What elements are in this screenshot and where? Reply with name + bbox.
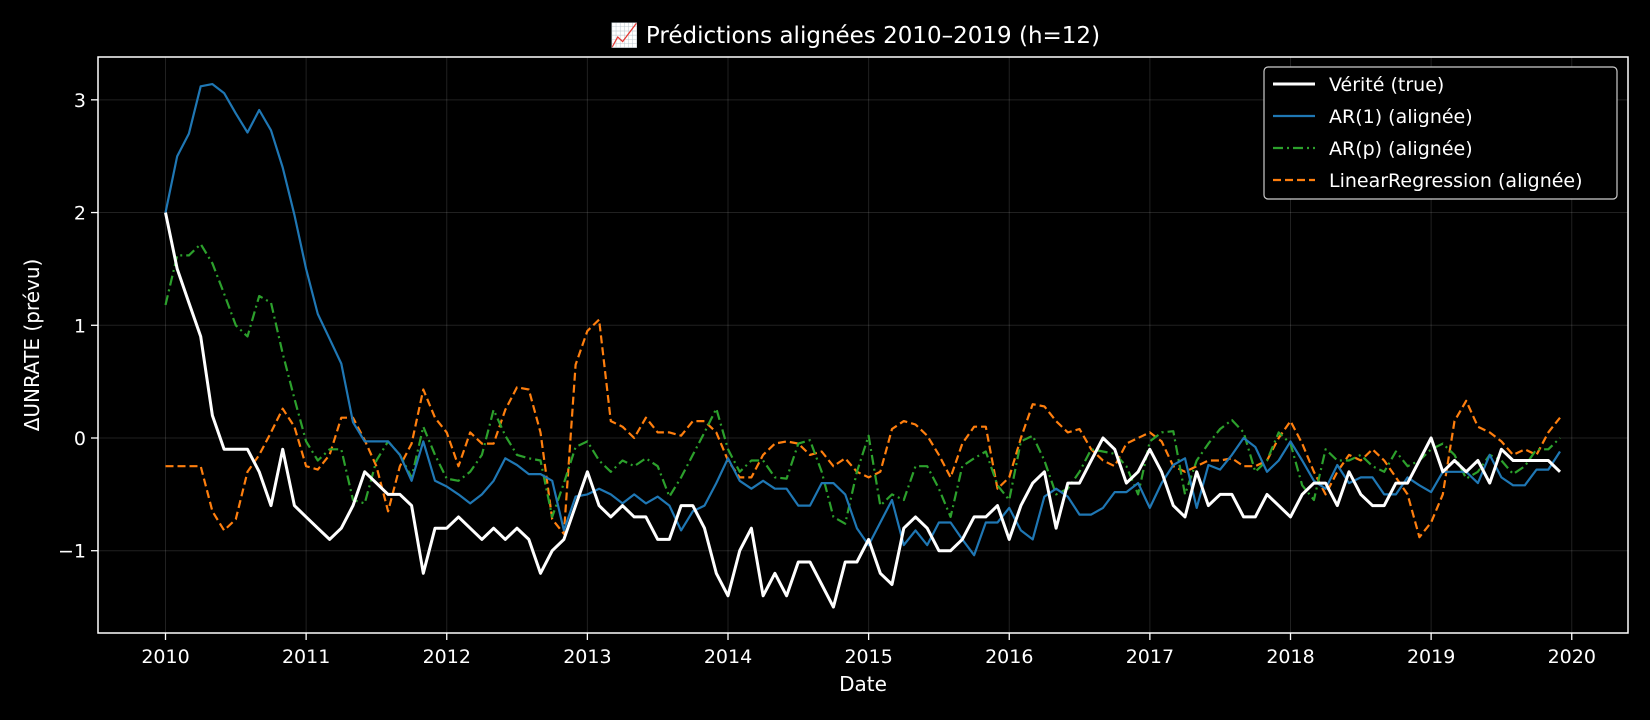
series-line-0 bbox=[164, 212, 1562, 609]
x-tick-label: 2011 bbox=[282, 646, 330, 668]
plot-series bbox=[164, 82, 1562, 609]
x-axis-ticks: 2010 2011 2012 2013 2014 2015 2016 2017 2018 2019… bbox=[141, 633, 1596, 668]
x-tick-label: 2010 bbox=[141, 646, 189, 668]
x-tick-label: 2013 bbox=[563, 646, 611, 668]
series-line-2 bbox=[164, 243, 1561, 525]
legend: Vérité (true) AR(1) (alignée) AR(p) (align… bbox=[1263, 66, 1618, 200]
y-axis-ticks: −1 0 1 2 3 bbox=[58, 90, 98, 563]
x-tick-label: 2016 bbox=[985, 646, 1033, 668]
y-axis-label: ΔUNRATE (prévu) bbox=[20, 259, 44, 432]
legend-label-3: LinearRegression (alignée) bbox=[1329, 170, 1583, 192]
y-tick-label: 0 bbox=[74, 428, 86, 450]
y-tick-label: 2 bbox=[74, 203, 86, 225]
legend-box bbox=[1263, 66, 1618, 200]
y-tick-label: 1 bbox=[74, 315, 86, 337]
legend-label-0: Vérité (true) bbox=[1329, 74, 1444, 96]
legend-label-1: AR(1) (alignée) bbox=[1329, 106, 1473, 128]
x-tick-label: 2017 bbox=[1126, 646, 1174, 668]
chart-title: 📈 Prédictions alignées 2010–2019 (h=12) bbox=[610, 22, 1100, 49]
y-tick-label: −1 bbox=[58, 541, 86, 563]
x-tick-label: 2019 bbox=[1407, 646, 1455, 668]
x-tick-label: 2015 bbox=[844, 646, 892, 668]
plot-frame bbox=[97, 56, 1629, 634]
x-tick-label: 2012 bbox=[423, 646, 471, 668]
y-tick-label: 3 bbox=[74, 90, 86, 112]
legend-label-2: AR(p) (alignée) bbox=[1329, 138, 1473, 160]
x-tick-label: 2020 bbox=[1548, 646, 1596, 668]
x-tick-label: 2014 bbox=[704, 646, 752, 668]
x-tick-label: 2018 bbox=[1266, 646, 1314, 668]
x-axis-label: Date bbox=[839, 672, 887, 696]
